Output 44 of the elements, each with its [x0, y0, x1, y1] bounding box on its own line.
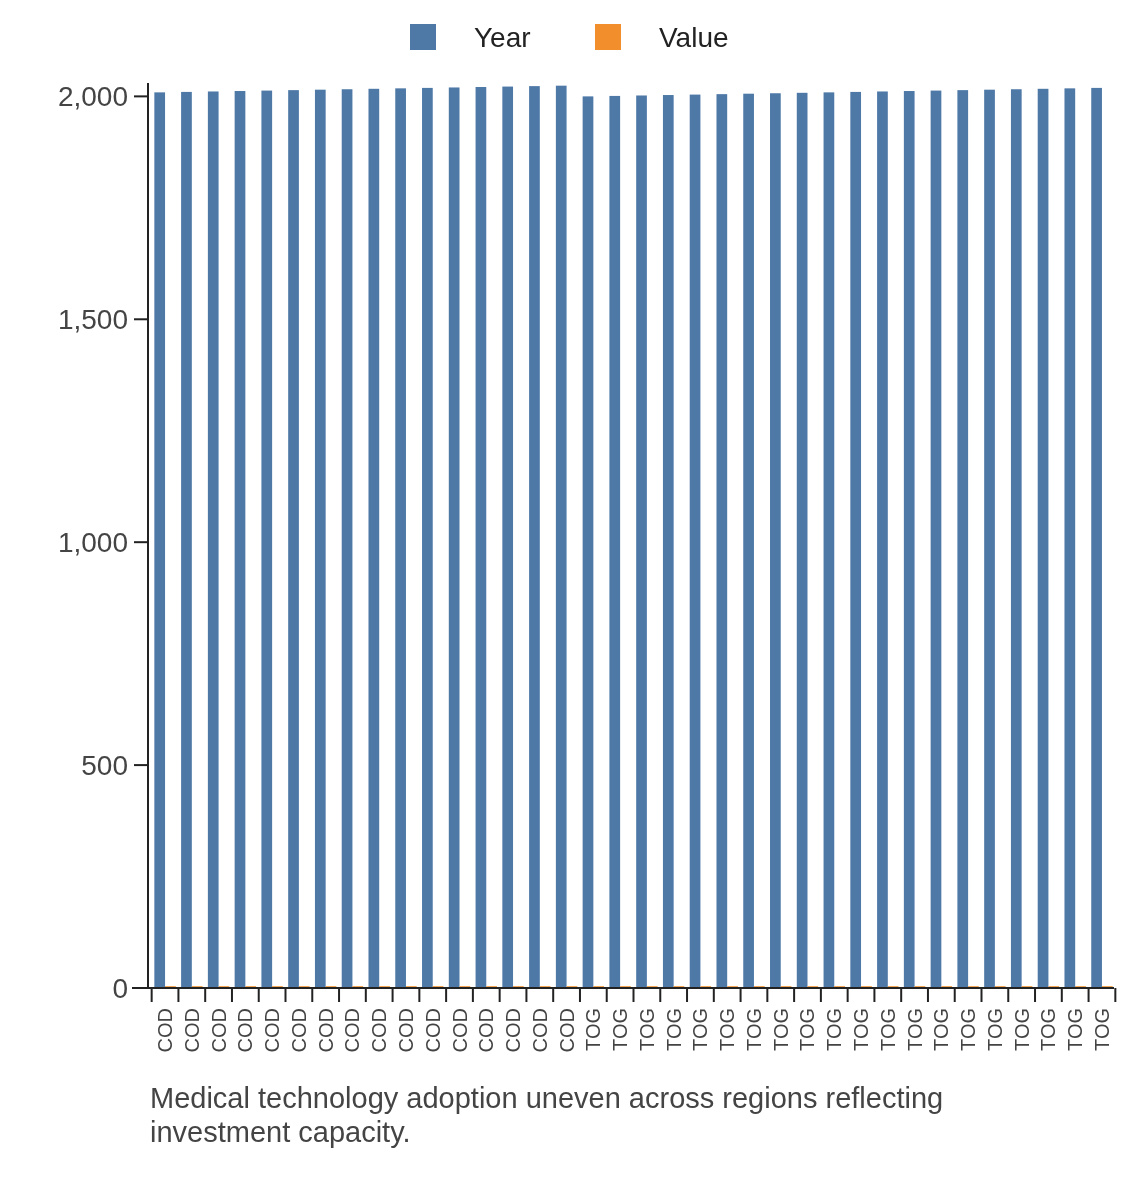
x-tick-label: COD — [180, 1008, 203, 1053]
x-tick-label: TOG — [796, 1008, 819, 1051]
x-tick-label: TOG — [662, 1008, 685, 1051]
x-tick-label: COD — [528, 1008, 551, 1053]
x-tick-label: COD — [448, 1008, 471, 1053]
x-tick-label: TOG — [983, 1008, 1006, 1051]
x-tick-label: COD — [154, 1008, 177, 1053]
x-tick-label: COD — [555, 1008, 578, 1053]
legend-label: Value — [659, 21, 729, 53]
x-tick-label: TOG — [957, 1008, 980, 1051]
x-tick-label: COD — [502, 1008, 525, 1053]
text: Medical technology adoption uneven across regions reflecting investment capacity. — [150, 1082, 944, 1148]
y-tick-label: 0 — [112, 972, 128, 1004]
x-tick-label: COD — [475, 1008, 498, 1053]
x-tick-label: TOG — [1064, 1008, 1087, 1051]
x-tick-label: COD — [314, 1008, 337, 1053]
x-tick-label: TOG — [876, 1008, 899, 1051]
y-tick-label: 2,000 — [57, 81, 128, 113]
x-tick-label: COD — [207, 1008, 230, 1053]
x-tick-label: COD — [287, 1008, 310, 1053]
x-tick-label: TOG — [823, 1008, 846, 1051]
x-tick-label: TOG — [1010, 1008, 1033, 1051]
x-tick-label: TOG — [1037, 1008, 1060, 1051]
x-tick-label: TOG — [742, 1008, 765, 1051]
x-tick-label: TOG — [930, 1008, 953, 1051]
y-tick-label: 1,000 — [57, 526, 128, 558]
x-tick-label: COD — [368, 1008, 391, 1053]
x-tick-label: TOG — [903, 1008, 926, 1051]
x-tick-label: TOG — [609, 1008, 632, 1051]
x-tick-label: COD — [394, 1008, 417, 1053]
legend-label: Year — [474, 21, 531, 53]
x-tick-label: COD — [421, 1008, 444, 1053]
x-tick-label: TOG — [582, 1008, 605, 1051]
y-tick-label: 1,500 — [57, 304, 128, 336]
x-tick-label: TOG — [1090, 1008, 1113, 1051]
x-tick-label: TOG — [769, 1008, 792, 1051]
x-tick-label: COD — [234, 1008, 257, 1053]
x-tick-label: TOG — [716, 1008, 739, 1051]
x-tick-label: TOG — [850, 1008, 873, 1051]
y-tick-label: 500 — [81, 749, 128, 781]
x-tick-label: TOG — [635, 1008, 658, 1051]
x-tick-label: COD — [341, 1008, 364, 1053]
x-tick-label: TOG — [689, 1008, 712, 1051]
x-tick-label: COD — [261, 1008, 284, 1053]
